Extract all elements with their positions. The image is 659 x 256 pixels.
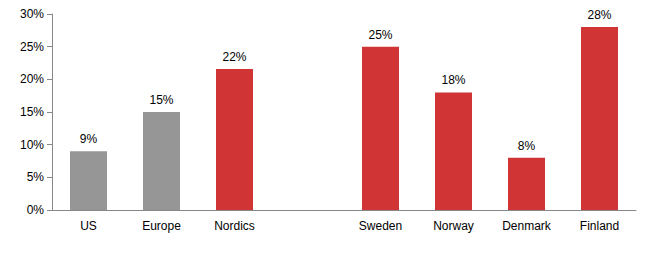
svg-text:0%: 0% [27, 203, 45, 217]
svg-text:28%: 28% [587, 8, 611, 22]
svg-text:15%: 15% [149, 93, 173, 107]
svg-text:22%: 22% [222, 50, 246, 64]
svg-text:Denmark: Denmark [502, 219, 552, 233]
svg-text:30%: 30% [20, 7, 44, 21]
svg-text:18%: 18% [441, 73, 465, 87]
svg-text:15%: 15% [20, 105, 44, 119]
svg-text:Norway: Norway [433, 219, 474, 233]
svg-text:Europe: Europe [142, 219, 181, 233]
svg-text:US: US [80, 219, 97, 233]
svg-text:Nordics: Nordics [214, 219, 255, 233]
svg-text:Finland: Finland [580, 219, 619, 233]
svg-text:20%: 20% [20, 72, 44, 86]
svg-text:Sweden: Sweden [359, 219, 402, 233]
svg-text:25%: 25% [20, 40, 44, 54]
svg-text:5%: 5% [27, 170, 45, 184]
svg-text:10%: 10% [20, 138, 44, 152]
svg-text:9%: 9% [80, 132, 98, 146]
svg-text:25%: 25% [368, 28, 392, 42]
svg-text:8%: 8% [518, 139, 536, 153]
